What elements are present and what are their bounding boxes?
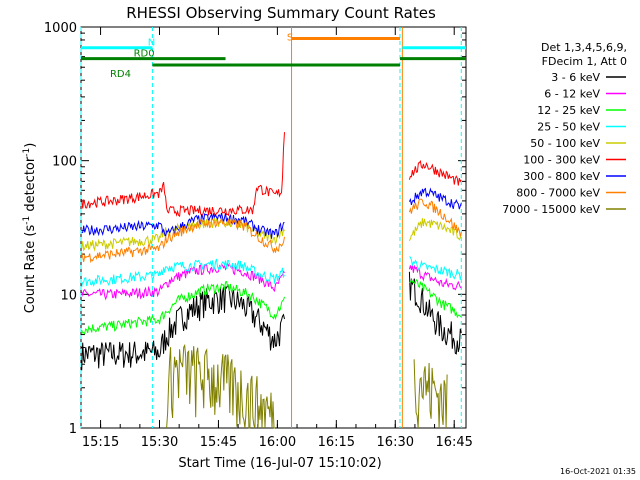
y-tick-label-3: 1000 xyxy=(44,21,77,36)
y-axis-label-main: Count Rate (s xyxy=(23,225,38,314)
x-tick-label-0: 15:15 xyxy=(82,435,119,450)
legend-label-4: 50 - 100 keV xyxy=(530,137,600,150)
series-100-300-line-b xyxy=(408,159,462,186)
series-800-7000-line xyxy=(81,217,285,264)
chart-title: RHESSI Observing Summary Count Rates xyxy=(126,4,436,22)
legend-label-3: 25 - 50 keV xyxy=(537,121,600,134)
flag-label-s: S xyxy=(287,33,293,44)
series-6-12-line-b xyxy=(408,264,462,291)
flag-label-n: N xyxy=(148,38,155,49)
x-axis-label: Start Time (16-Jul-07 15:10:02) xyxy=(178,456,381,471)
legend-header-2: FDecim 1, Att 0 xyxy=(542,55,627,68)
x-tick-label-1: 15:30 xyxy=(141,435,178,450)
series-7000-15000-line-b xyxy=(413,359,448,429)
legend: Det 1,3,4,5,6,9, FDecim 1, Att 0 3 - 6 k… xyxy=(502,41,627,216)
flag-label-rd4: RD4 xyxy=(110,69,131,80)
x-tick-label-2: 15:45 xyxy=(200,435,237,450)
x-tick-label-5: 16:30 xyxy=(377,435,414,450)
series-6-12-line xyxy=(81,262,285,301)
series-25-50-line xyxy=(81,258,285,288)
series-layer xyxy=(81,132,462,429)
y-tick-label-0: 1 xyxy=(69,422,77,437)
tick-labels: 15:15 15:30 15:45 16:00 16:15 16:30 16:45 1 10 10… xyxy=(44,21,473,450)
y-axis-label-sup2: -1 xyxy=(22,148,32,157)
y-tick-label-2: 100 xyxy=(52,155,77,170)
series-300-800-line xyxy=(81,212,285,239)
flag-label-rd0: RD0 xyxy=(134,49,155,60)
legend-label-7: 800 - 7000 keV xyxy=(516,187,600,200)
series-100-300-line xyxy=(81,132,285,218)
legend-label-1: 6 - 12 keV xyxy=(544,88,600,101)
y-tick-label-1: 10 xyxy=(60,288,77,303)
series-300-800-line-b xyxy=(408,187,462,210)
axis-ticks xyxy=(81,26,466,429)
timestamp: 16-Oct-2021 01:35 xyxy=(560,467,636,476)
legend-label-5: 100 - 300 keV xyxy=(523,154,600,167)
series-800-7000-line-b xyxy=(408,198,462,237)
series-50-100-line-b xyxy=(408,218,462,241)
plot-frame xyxy=(80,26,467,429)
legend-header-1: Det 1,3,4,5,6,9, xyxy=(541,41,627,54)
legend-label-8: 7000 - 15000 keV xyxy=(502,203,600,216)
x-tick-label-6: 16:45 xyxy=(435,435,472,450)
x-tick-label-3: 16:00 xyxy=(259,435,296,450)
y-axis-label: Count Rate (s-1 detector-1) xyxy=(22,143,38,314)
legend-label-6: 300 - 800 keV xyxy=(523,170,600,183)
y-axis-label-mid: detector xyxy=(23,156,38,216)
series-7000-15000-line xyxy=(166,343,275,429)
series-3-6-line-b xyxy=(408,271,462,355)
plot-area xyxy=(80,26,467,429)
x-tick-label-4: 16:15 xyxy=(318,435,355,450)
y-axis-label-sup1: -1 xyxy=(22,216,32,225)
series-3-6-line xyxy=(81,284,285,371)
y-axis-label-end: ) xyxy=(23,143,38,148)
series-12-25-line-b xyxy=(409,278,462,319)
series-12-25-line xyxy=(81,280,285,335)
legend-label-2: 12 - 25 keV xyxy=(537,104,600,117)
legend-label-0: 3 - 6 keV xyxy=(551,71,600,84)
series-25-50-line-b xyxy=(409,256,462,280)
